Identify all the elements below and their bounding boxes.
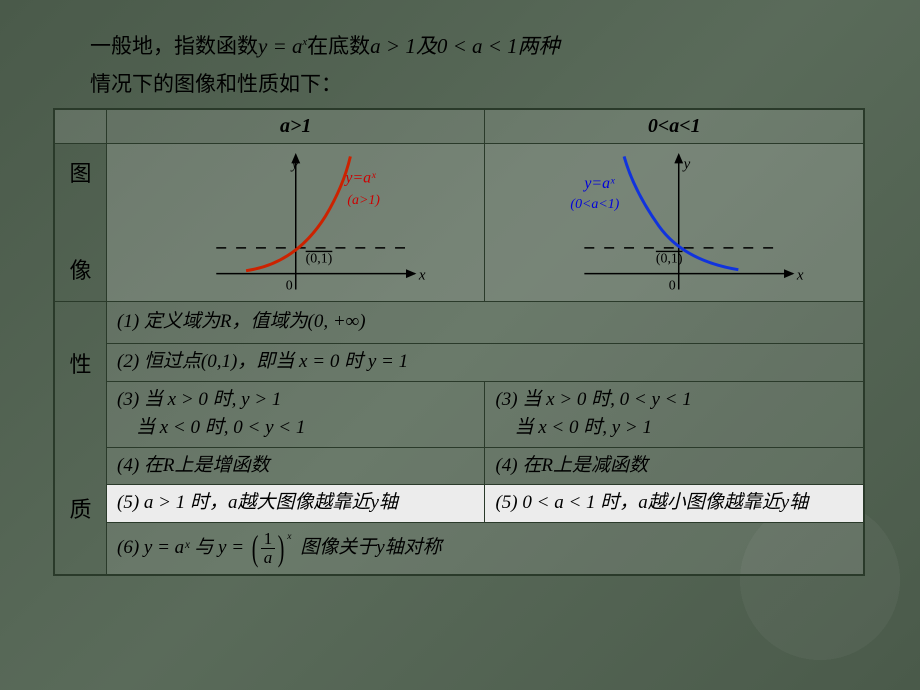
paren-right: ) bbox=[278, 530, 285, 566]
intro-line1d: a > 1及0 < a < 1两种 bbox=[370, 34, 560, 58]
prop6-lead: (6) y = aˣ 与 y = bbox=[117, 537, 244, 558]
intro-line1c: 在底数 bbox=[307, 34, 370, 58]
origin-label: 0 bbox=[286, 278, 293, 293]
intro-eq: y = a bbox=[258, 34, 303, 58]
x-axis-label: x bbox=[796, 267, 804, 283]
graph-a-lt-1: y x 0 (0,1) y=aˣ (0<a<1) bbox=[485, 144, 864, 302]
origin-label: 0 bbox=[669, 278, 676, 293]
prop-4b: (4) 在R上是减函数 bbox=[485, 447, 864, 485]
prop-5a: (5) a > 1 时，a越大图像越靠近y轴 bbox=[107, 485, 485, 523]
side-graph-label: 图像 bbox=[55, 144, 107, 302]
hdr-blank bbox=[55, 110, 107, 144]
prop6-tail: 图像关于y轴对称 bbox=[300, 537, 441, 558]
fraction: 1a bbox=[261, 530, 276, 567]
y-axis-label: y bbox=[290, 156, 299, 172]
side-props-label: 性质 bbox=[55, 302, 107, 575]
prop-1: (1) 定义域为R，值域为(0, +∞) bbox=[107, 302, 864, 344]
intro-text: 一般地，指数函数y = ax在底数a > 1及0 < a < 1两种 情况下的图… bbox=[90, 28, 560, 104]
prop-3a: (3) 当 x > 0 时, y > 1 当 x < 0 时, 0 < y < … bbox=[107, 381, 485, 447]
prop-6: (6) y = aˣ 与 y = (1a)x 图像关于y轴对称 bbox=[107, 522, 864, 574]
point-label: (0,1) bbox=[656, 251, 683, 266]
cond-label: (0<a<1) bbox=[571, 197, 620, 212]
x-axis-label: x bbox=[418, 267, 426, 283]
point-label: (0,1) bbox=[306, 251, 333, 266]
intro-line2: 情况下的图像和性质如下： bbox=[90, 72, 342, 96]
fn-label: y=aˣ bbox=[343, 169, 376, 186]
hdr-a-lt-1: 0<a<1 bbox=[485, 110, 864, 144]
prop-3b: (3) 当 x > 0 时, 0 < y < 1 当 x < 0 时, y > … bbox=[485, 381, 864, 447]
y-axis-label: y bbox=[682, 156, 691, 172]
paren-left: ( bbox=[251, 530, 258, 566]
prop-5b: (5) 0 < a < 1 时，a越小图像越靠近y轴 bbox=[485, 485, 864, 523]
fn-label: y=aˣ bbox=[583, 175, 616, 192]
prop-2: (2) 恒过点(0,1)，即当 x = 0 时 y = 1 bbox=[107, 344, 864, 382]
cond-label: (a>1) bbox=[347, 193, 380, 208]
prop-4a: (4) 在R上是增函数 bbox=[107, 447, 485, 485]
intro-line1a: 一般地，指数函数 bbox=[90, 34, 258, 58]
properties-table: a>1 0<a<1 图像 y x 0 (0,1) y=aˣ (a>1) bbox=[53, 108, 865, 576]
graph-a-gt-1: y x 0 (0,1) y=aˣ (a>1) bbox=[107, 144, 485, 302]
frac-exp: x bbox=[287, 532, 291, 542]
hdr-a-gt-1: a>1 bbox=[107, 110, 485, 144]
